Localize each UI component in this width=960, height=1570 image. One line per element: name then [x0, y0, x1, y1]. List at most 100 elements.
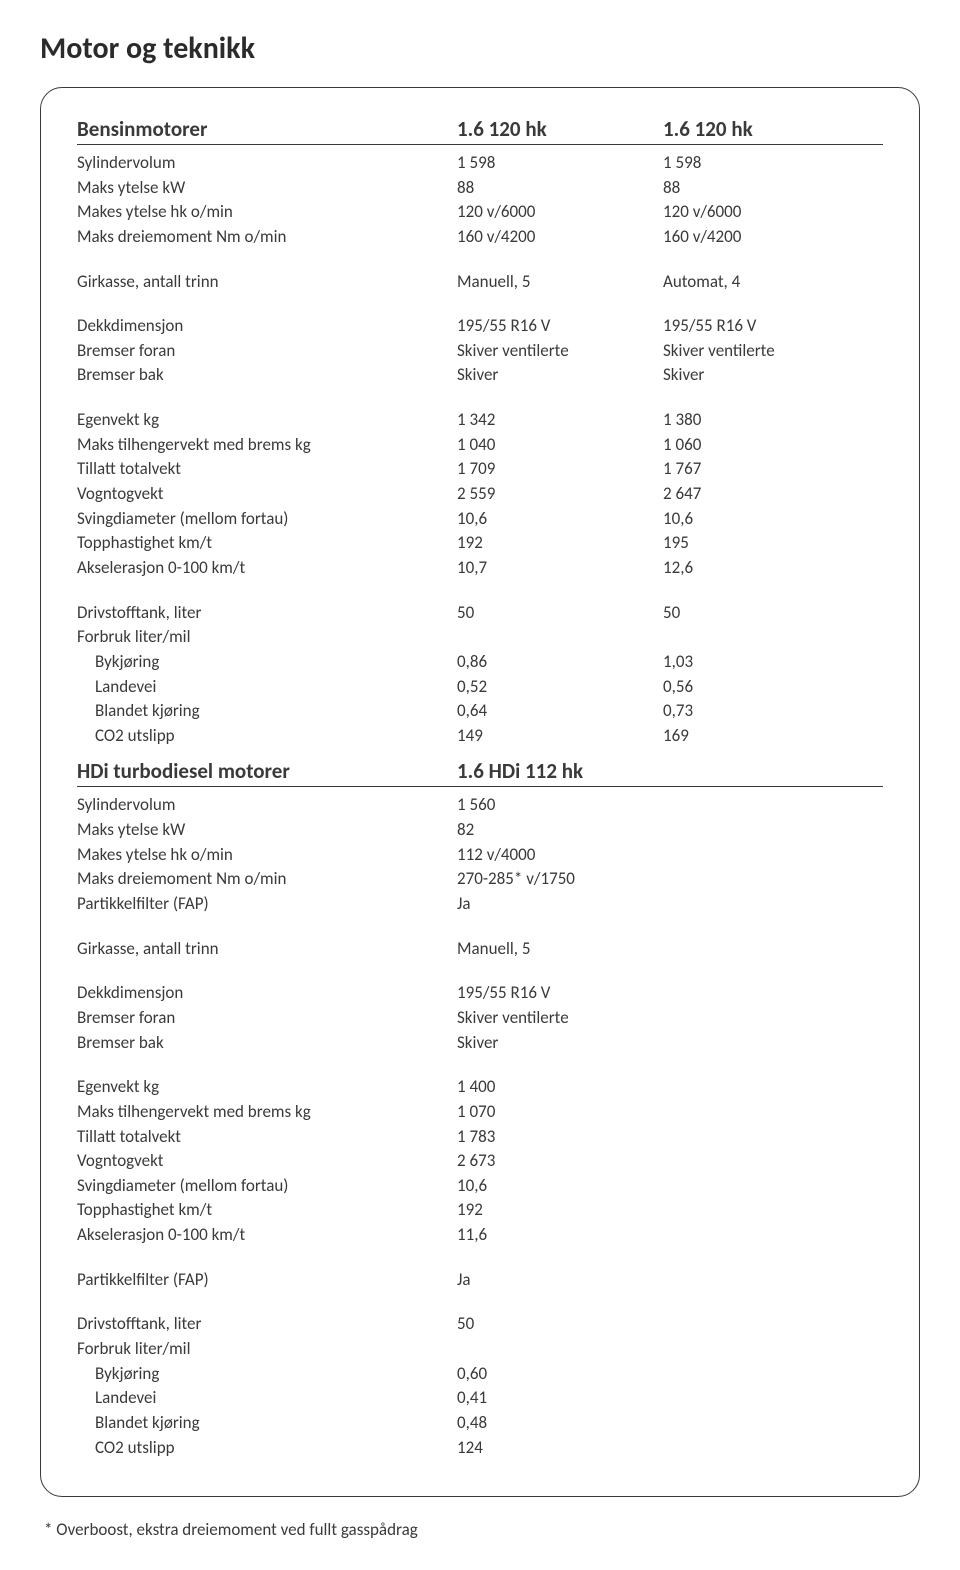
spec-row-col2: 120 v/6000	[663, 200, 869, 225]
spec-row-label: Makes ytelse hk o/min	[77, 843, 457, 868]
spec-row: Landevei0,520,56	[77, 675, 883, 700]
spec-row-label: Girkasse, antall trinn	[77, 270, 457, 295]
bensin-header-label: Bensinmotorer	[77, 116, 457, 142]
hdi-block6: Drivstofftank, liter50Forbruk liter/mil	[77, 1312, 883, 1361]
spec-row-col1: Skiver	[457, 1031, 663, 1056]
spec-row-col1: 2 673	[457, 1149, 663, 1174]
spec-row-label: Vogntogvekt	[77, 1149, 457, 1174]
spec-row-col1: 10,6	[457, 507, 663, 532]
spec-row-col2: 12,6	[663, 556, 869, 581]
spec-row-label: Forbruk liter/mil	[77, 1337, 457, 1362]
bensin-header-col2: 1.6 120 hk	[663, 116, 869, 142]
spec-row-label: Bremser bak	[77, 363, 457, 388]
spec-row-label: Tillatt totalvekt	[77, 1125, 457, 1150]
spec-row-label: Landevei	[77, 675, 457, 700]
spec-row-col1: 0,64	[457, 699, 663, 724]
spec-row-col2	[663, 625, 869, 650]
spec-row: Bykjøring0,861,03	[77, 650, 883, 675]
spec-row-col1: 192	[457, 1198, 663, 1223]
spec-row: Bremser bakSkiverSkiver	[77, 363, 883, 388]
spec-row-label: CO2 utslipp	[77, 1436, 457, 1461]
spec-row: Makes ytelse hk o/min120 v/6000120 v/600…	[77, 200, 883, 225]
spec-row-label: Dekkdimensjon	[77, 314, 457, 339]
spec-row-col2: 1 767	[663, 457, 869, 482]
spec-row-col1: 124	[457, 1436, 663, 1461]
spec-row-label: Maks ytelse kW	[77, 176, 457, 201]
spec-row-col1: 10,7	[457, 556, 663, 581]
spec-row-col1: Ja	[457, 1268, 663, 1293]
spec-row-label: Bremser foran	[77, 1006, 457, 1031]
hdi-block2: Girkasse, antall trinnManuell, 5	[77, 937, 883, 962]
spec-row-label: Maks dreiemoment Nm o/min	[77, 867, 457, 892]
spec-row-label: Svingdiameter (mellom fortau)	[77, 507, 457, 532]
spec-row-label: Svingdiameter (mellom fortau)	[77, 1174, 457, 1199]
footnote: * Overboost, ekstra dreiemoment ved full…	[44, 1519, 920, 1540]
bensin-header: Bensinmotorer 1.6 120 hk 1.6 120 hk	[77, 116, 883, 145]
spec-row: CO2 utslipp124	[77, 1436, 883, 1461]
spec-row-col2: 1,03	[663, 650, 869, 675]
spec-row-col1: 195/55 R16 V	[457, 981, 663, 1006]
spec-row-col2: Automat, 4	[663, 270, 869, 295]
spec-row-col1	[457, 1337, 663, 1362]
spec-row-label: Egenvekt kg	[77, 408, 457, 433]
spec-row: Drivstofftank, liter5050	[77, 601, 883, 626]
spec-row: Blandet kjøring0,640,73	[77, 699, 883, 724]
spec-row: Topphastighet km/t192	[77, 1198, 883, 1223]
bensin-block2: Girkasse, antall trinnManuell, 5Automat,…	[77, 270, 883, 295]
spec-row: Maks tilhengervekt med brems kg1 070	[77, 1100, 883, 1125]
spec-row: Maks dreiemoment Nm o/min270-285* v/1750	[77, 867, 883, 892]
spec-row: Egenvekt kg1 3421 380	[77, 408, 883, 433]
spec-row-col1: 0,60	[457, 1362, 663, 1387]
spec-row-label: Topphastighet km/t	[77, 531, 457, 556]
spec-row-label: Maks tilhengervekt med brems kg	[77, 1100, 457, 1125]
spec-row: Makes ytelse hk o/min112 v/4000	[77, 843, 883, 868]
spec-row: Maks dreiemoment Nm o/min160 v/4200160 v…	[77, 225, 883, 250]
bensin-block3: Dekkdimensjon195/55 R16 V195/55 R16 VBre…	[77, 314, 883, 388]
spec-row-label: Akselerasjon 0-100 km/t	[77, 556, 457, 581]
spec-row-col2: 169	[663, 724, 869, 749]
spec-row-label: Maks tilhengervekt med brems kg	[77, 433, 457, 458]
spec-row: Partikkelfilter (FAP)Ja	[77, 892, 883, 917]
spec-row: Svingdiameter (mellom fortau)10,610,6	[77, 507, 883, 532]
spec-row: Maks ytelse kW82	[77, 818, 883, 843]
spec-row-col1: Skiver ventilerte	[457, 339, 663, 364]
spec-row-col1: 160 v/4200	[457, 225, 663, 250]
spec-row-col1: Ja	[457, 892, 663, 917]
bensin-block5-indent: Bykjøring0,861,03Landevei0,520,56Blandet…	[77, 650, 883, 749]
spec-row-col2: 195	[663, 531, 869, 556]
spec-row-label: Bykjøring	[77, 650, 457, 675]
spec-row: Girkasse, antall trinnManuell, 5	[77, 937, 883, 962]
spec-row-col2: 1 060	[663, 433, 869, 458]
spec-row-col2: 1 598	[663, 151, 869, 176]
spec-row: Maks ytelse kW8888	[77, 176, 883, 201]
spec-row-label: Sylindervolum	[77, 151, 457, 176]
spec-row: Egenvekt kg1 400	[77, 1075, 883, 1100]
spec-row-col1: 0,86	[457, 650, 663, 675]
spec-row: Drivstofftank, liter50	[77, 1312, 883, 1337]
spec-row-label: Drivstofftank, liter	[77, 601, 457, 626]
spec-row-col1: 1 560	[457, 793, 663, 818]
spec-row: Forbruk liter/mil	[77, 1337, 883, 1362]
spec-row-col1: Manuell, 5	[457, 270, 663, 295]
spec-row-col1: 1 598	[457, 151, 663, 176]
spec-row-col1: 120 v/6000	[457, 200, 663, 225]
spec-row-col2: Skiver	[663, 363, 869, 388]
spec-row: Sylindervolum1 5981 598	[77, 151, 883, 176]
spec-row-col1: 88	[457, 176, 663, 201]
spec-row-col1: 1 040	[457, 433, 663, 458]
spec-row: Svingdiameter (mellom fortau)10,6	[77, 1174, 883, 1199]
hdi-block4: Egenvekt kg1 400Maks tilhengervekt med b…	[77, 1075, 883, 1247]
spec-row-col1: Skiver ventilerte	[457, 1006, 663, 1031]
spec-row-col1: 195/55 R16 V	[457, 314, 663, 339]
spec-row: Maks tilhengervekt med brems kg1 0401 06…	[77, 433, 883, 458]
spec-row-col2: Skiver ventilerte	[663, 339, 869, 364]
spec-row-label: Akselerasjon 0-100 km/t	[77, 1223, 457, 1248]
spec-row-label: Makes ytelse hk o/min	[77, 200, 457, 225]
spec-row-col1: 192	[457, 531, 663, 556]
spec-row-label: Blandet kjøring	[77, 1411, 457, 1436]
bensin-block1: Sylindervolum1 5981 598Maks ytelse kW888…	[77, 151, 883, 250]
spec-row-col1: 112 v/4000	[457, 843, 663, 868]
spec-row: Bremser bakSkiver	[77, 1031, 883, 1056]
spec-row-col1: 1 400	[457, 1075, 663, 1100]
spec-row-label: Forbruk liter/mil	[77, 625, 457, 650]
